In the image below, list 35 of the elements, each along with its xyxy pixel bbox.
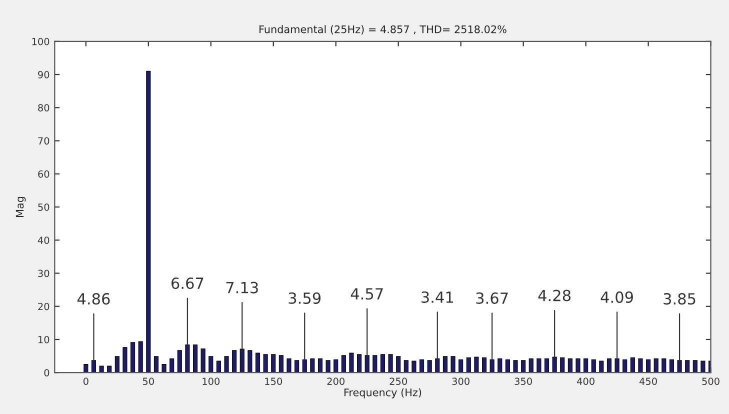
- annotation: 4.86: [77, 293, 110, 305]
- y-tick-label: 40: [38, 236, 50, 244]
- y-tick-label: 100: [32, 38, 50, 46]
- y-tick-label: 30: [38, 270, 50, 278]
- annotation: 3.85: [664, 293, 696, 305]
- x-tick-label: 150: [265, 378, 282, 385]
- y-tick-label: 50: [38, 203, 50, 211]
- x-tick-label: 350: [514, 378, 532, 385]
- annotation: 3.41: [422, 291, 453, 303]
- x-tick-label: 300: [452, 378, 470, 385]
- annotation: 3.67: [476, 292, 508, 304]
- y-tick-label: 10: [38, 336, 50, 344]
- y-axis-title: Mag: [16, 196, 26, 217]
- annotation: 4.28: [538, 290, 571, 302]
- x-axis-title: Frequency (Hz): [344, 388, 422, 398]
- y-tick-label: 90: [38, 71, 50, 78]
- annotation: 4.57: [350, 288, 383, 300]
- x-tick-label: 0: [83, 378, 88, 385]
- y-tick-label: 70: [38, 137, 50, 145]
- y-tick-label: 0: [44, 369, 50, 376]
- x-tick-label: 200: [327, 378, 344, 385]
- y-tick-label: 20: [38, 302, 50, 310]
- y-tick-label: 60: [38, 170, 50, 178]
- x-tick-label: 450: [639, 378, 657, 385]
- x-tick-label: 250: [390, 378, 407, 385]
- x-tick-label: 500: [702, 378, 720, 385]
- x-tick-label: 100: [202, 378, 220, 385]
- chart-title: Fundamental (25Hz) = 4.857 , THD= 2518.02%: [260, 25, 506, 34]
- x-tick-label: 400: [577, 378, 594, 385]
- annotation: 6.67: [172, 277, 204, 290]
- y-tick-label: 80: [38, 104, 50, 112]
- annotation: 4.09: [600, 291, 633, 303]
- annotation: 7.13: [226, 282, 258, 294]
- annotation: 3.59: [288, 292, 321, 304]
- x-tick-label: 50: [142, 378, 154, 385]
